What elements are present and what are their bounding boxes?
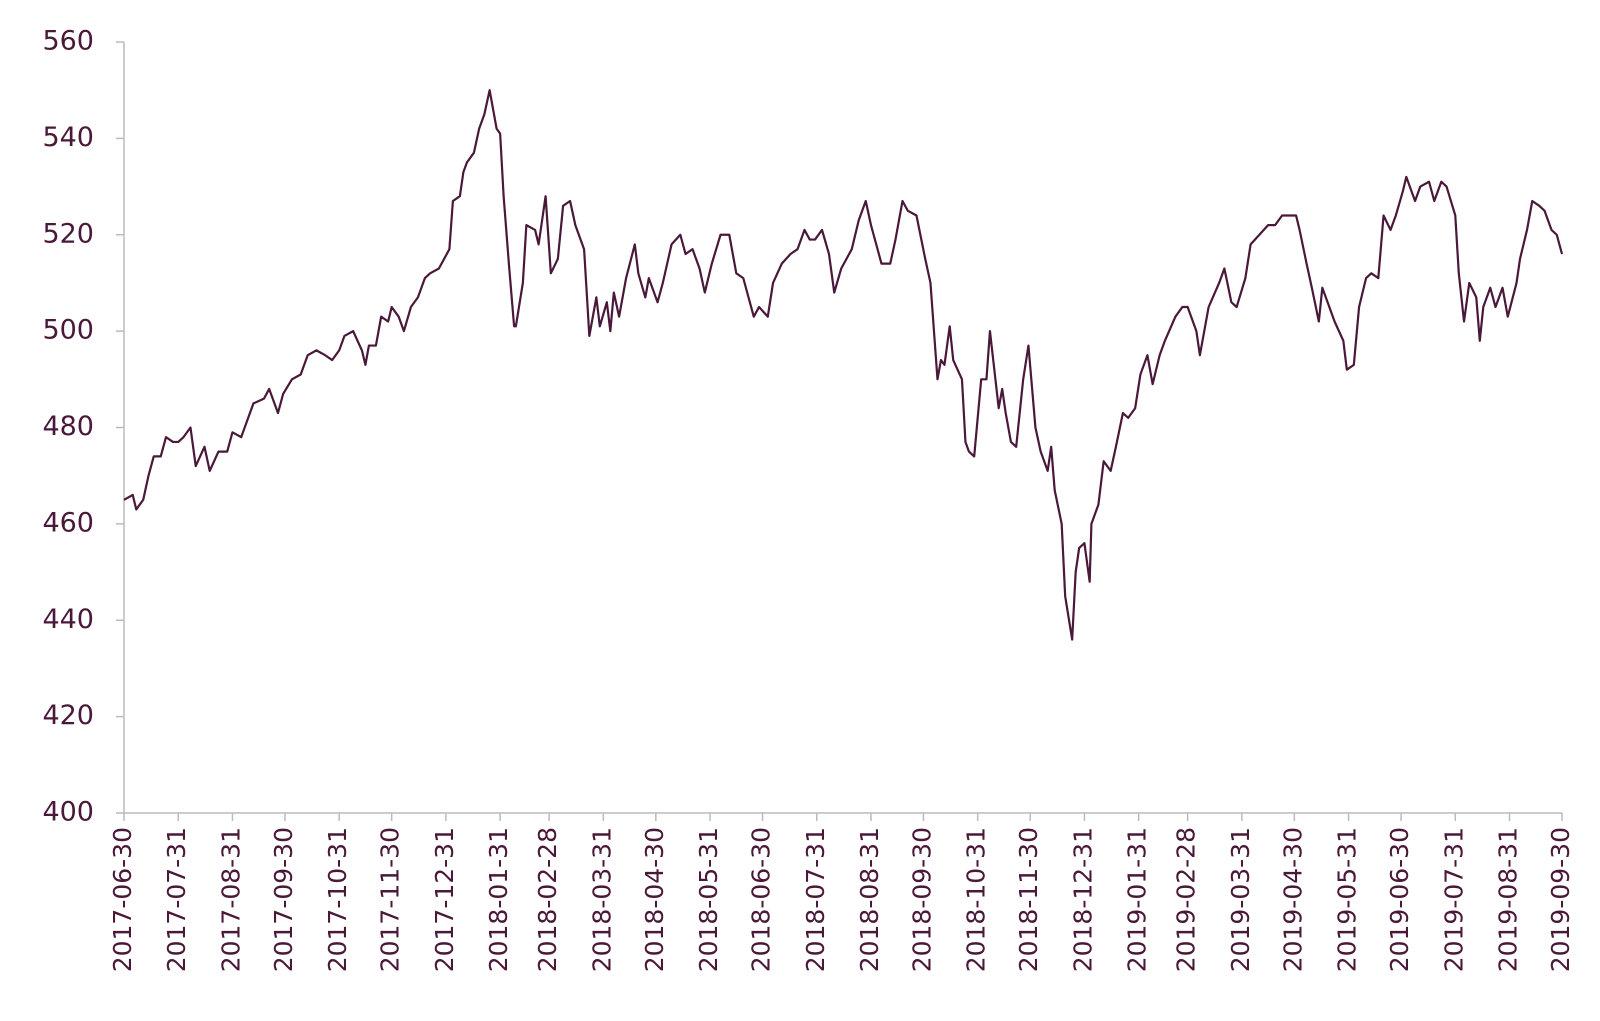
x-tick-label: 2019-02-28: [1172, 827, 1201, 972]
x-tick-label: 2019-06-30: [1385, 827, 1414, 972]
x-tick-label: 2019-07-31: [1439, 827, 1468, 972]
x-tick-label: 2018-07-31: [801, 827, 830, 972]
x-tick-label: 2019-01-31: [1123, 827, 1152, 972]
y-tick-label: 540: [42, 122, 94, 153]
x-tick-label: 2018-10-31: [962, 827, 991, 972]
x-tick-label: 2017-11-30: [376, 827, 405, 972]
y-tick-label: 440: [42, 604, 94, 635]
y-tick-label: 460: [42, 507, 94, 538]
x-tick-label: 2018-01-31: [484, 827, 513, 972]
x-tick-label: 2019-05-31: [1333, 827, 1362, 972]
y-tick-label: 400: [42, 797, 94, 828]
x-tick-label: 2018-08-31: [855, 827, 884, 972]
x-tick-label: 2018-05-31: [694, 827, 723, 972]
x-tick-label: 2017-09-30: [269, 827, 298, 972]
x-tick-label: 2018-02-28: [533, 827, 562, 972]
y-tick-label: 520: [42, 218, 94, 249]
y-tick-label: 500: [42, 315, 94, 346]
x-tick-label: 2018-09-30: [907, 827, 936, 972]
x-tick-label: 2017-12-31: [430, 827, 459, 972]
x-tick-label: 2018-12-31: [1068, 827, 1097, 972]
x-tick-label: 2018-04-30: [640, 827, 669, 972]
line-series: [123, 89, 1564, 641]
x-tick-label: 2018-11-30: [1014, 827, 1043, 972]
x-tick-label: 2018-06-30: [747, 827, 776, 972]
y-tick-label: 420: [42, 700, 94, 731]
x-tick-label: 2019-09-30: [1546, 827, 1575, 972]
x-tick-label: 2017-06-30: [108, 827, 137, 972]
x-tick-label: 2018-03-31: [587, 827, 616, 972]
x-tick-label: 2019-03-31: [1226, 827, 1255, 972]
x-tick-label: 2017-07-31: [162, 827, 191, 972]
x-tick-label: 2019-04-30: [1278, 827, 1307, 972]
y-tick-label: 480: [42, 411, 94, 442]
y-tick-label: 560: [42, 26, 94, 57]
x-tick-label: 2017-10-31: [323, 827, 352, 972]
x-tick-label: 2019-08-31: [1494, 827, 1523, 972]
x-tick-label: 2017-08-31: [216, 827, 245, 972]
